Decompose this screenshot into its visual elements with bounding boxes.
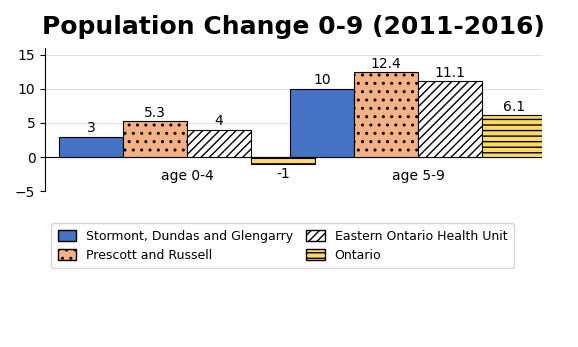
- Text: age 0-4: age 0-4: [161, 169, 214, 183]
- Bar: [123, 121, 187, 157]
- Text: 11.1: 11.1: [435, 66, 466, 80]
- Bar: [482, 116, 546, 157]
- Text: 3: 3: [87, 121, 95, 135]
- Text: -1: -1: [276, 167, 290, 181]
- Bar: [251, 157, 315, 164]
- Legend: Stormont, Dundas and Glengarry, Prescott and Russell, Eastern Ontario Health Uni: Stormont, Dundas and Glengarry, Prescott…: [51, 223, 514, 268]
- Bar: [418, 81, 482, 157]
- Text: 4: 4: [215, 115, 224, 128]
- Text: age 5-9: age 5-9: [392, 169, 444, 183]
- Title: Population Change 0-9 (2011-2016): Population Change 0-9 (2011-2016): [42, 15, 545, 39]
- Bar: [354, 73, 418, 157]
- Bar: [290, 89, 354, 157]
- Bar: [187, 130, 251, 157]
- Text: 10: 10: [313, 74, 331, 87]
- Text: 12.4: 12.4: [370, 57, 402, 71]
- Text: 6.1: 6.1: [503, 100, 525, 114]
- Text: 5.3: 5.3: [144, 105, 166, 120]
- Bar: [60, 137, 123, 157]
